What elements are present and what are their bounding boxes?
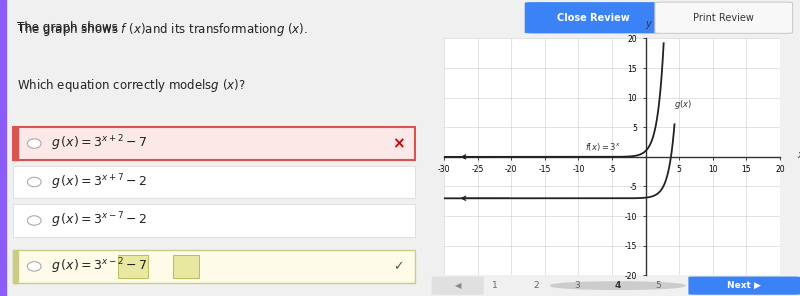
FancyBboxPatch shape xyxy=(525,2,662,33)
Text: $g\,(x) = 3^{x-7} - 2$: $g\,(x) = 3^{x-7} - 2$ xyxy=(51,211,148,230)
Text: Which equation correctly models$g$ $(x)$?: Which equation correctly models$g$ $(x)$… xyxy=(17,77,246,94)
Text: Close Review: Close Review xyxy=(557,13,630,23)
Text: 4: 4 xyxy=(614,281,621,290)
FancyBboxPatch shape xyxy=(174,255,199,278)
FancyBboxPatch shape xyxy=(688,276,800,295)
FancyBboxPatch shape xyxy=(13,250,415,283)
Circle shape xyxy=(27,177,41,187)
Text: The graph shows: The graph shows xyxy=(17,21,122,34)
Text: ✓: ✓ xyxy=(393,260,403,273)
Text: ◀: ◀ xyxy=(454,281,461,290)
Bar xyxy=(13,250,18,283)
Text: $g(x)$: $g(x)$ xyxy=(674,98,692,111)
FancyBboxPatch shape xyxy=(432,276,484,295)
FancyBboxPatch shape xyxy=(13,166,415,198)
FancyBboxPatch shape xyxy=(655,2,793,33)
Bar xyxy=(0,0,6,296)
Text: 5: 5 xyxy=(656,281,662,290)
Text: $x$: $x$ xyxy=(797,150,800,160)
Circle shape xyxy=(27,139,41,148)
Text: ×: × xyxy=(392,136,405,151)
Circle shape xyxy=(27,262,41,271)
FancyBboxPatch shape xyxy=(13,127,415,160)
Text: 3: 3 xyxy=(574,281,580,290)
Text: $g\,(x) = 3^{x-2} - 7$: $g\,(x) = 3^{x-2} - 7$ xyxy=(51,257,148,276)
Text: $f(x) = 3^x$: $f(x) = 3^x$ xyxy=(585,141,621,153)
Text: $y$: $y$ xyxy=(645,19,653,31)
Text: Print Review: Print Review xyxy=(694,13,754,23)
FancyBboxPatch shape xyxy=(13,204,415,237)
Circle shape xyxy=(27,216,41,225)
Text: The graph shows $f$ $(x)$and its transformation$g$ $(x)$.: The graph shows $f$ $(x)$and its transfo… xyxy=(17,21,308,38)
Text: 1: 1 xyxy=(492,281,498,290)
Text: 2: 2 xyxy=(533,281,538,290)
Text: Next ▶: Next ▶ xyxy=(727,281,761,290)
Circle shape xyxy=(550,282,685,289)
Bar xyxy=(13,127,18,160)
FancyBboxPatch shape xyxy=(118,255,148,278)
Text: $g\,(x) = 3^{x+2} - 7$: $g\,(x) = 3^{x+2} - 7$ xyxy=(51,134,148,153)
Text: $g\,(x) = 3^{x+7} - 2$: $g\,(x) = 3^{x+7} - 2$ xyxy=(51,172,148,192)
